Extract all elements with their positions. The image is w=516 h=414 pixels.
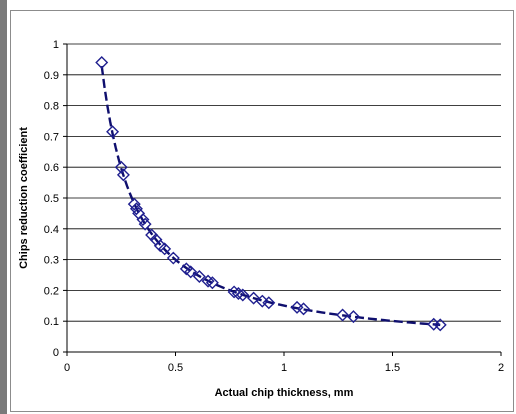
data-point — [201, 274, 215, 288]
y-tick-label: 0.3 — [44, 255, 59, 267]
data-point — [95, 55, 109, 69]
data-point — [106, 125, 120, 139]
data-point — [184, 265, 198, 279]
y-tick-label: 0.6 — [44, 162, 59, 174]
left-edge-strip — [0, 0, 7, 414]
data-point — [127, 197, 141, 211]
y-tick-label: 0.4 — [44, 224, 59, 236]
data-point — [158, 242, 172, 256]
data-point — [336, 308, 350, 322]
y-tick-label: 0.7 — [44, 131, 59, 143]
data-point — [205, 276, 219, 290]
data-point — [236, 288, 250, 302]
data-point — [247, 291, 261, 305]
data-points — [95, 55, 447, 332]
y-tick-label: 0 — [53, 347, 59, 359]
data-point — [262, 296, 276, 310]
data-point — [231, 286, 245, 300]
y-tick-label: 0.1 — [44, 316, 59, 328]
data-point — [346, 310, 360, 324]
data-point — [116, 168, 130, 182]
x-axis-title: Actual chip thickness, mm — [215, 387, 354, 399]
data-point — [136, 213, 150, 227]
data-point — [433, 318, 447, 332]
y-tick-label: 0.5 — [44, 193, 59, 205]
data-point — [166, 251, 180, 265]
x-tick-label: 0.5 — [168, 362, 183, 374]
x-tick-label: 1.5 — [385, 362, 400, 374]
x-tick-label: 2 — [498, 362, 504, 374]
y-tick-label: 0.2 — [44, 285, 59, 297]
y-tick-label: 0.8 — [44, 101, 59, 113]
y-axis-title: Chips reduction coefficient — [18, 127, 30, 269]
data-point — [138, 217, 152, 231]
data-point — [227, 285, 241, 299]
trendline — [100, 65, 441, 327]
gridlines — [67, 43, 501, 322]
data-point — [297, 302, 311, 316]
y-tick-label: 1 — [53, 39, 59, 51]
y-tick-label: 0.9 — [44, 70, 59, 82]
data-point — [114, 160, 128, 174]
x-tick-label: 1 — [281, 362, 287, 374]
tick-labels: 0 0.1 0.2 0.3 0.4 0.5 0.6 0.7 0.8 0.9 1 0 0.5 1 1.5 2 — [44, 39, 504, 374]
trendline-path — [100, 65, 441, 327]
data-point — [192, 270, 206, 284]
data-point — [129, 202, 143, 216]
axes — [63, 43, 502, 356]
x-tick-label: 0 — [64, 362, 70, 374]
chart-frame — [10, 10, 514, 412]
